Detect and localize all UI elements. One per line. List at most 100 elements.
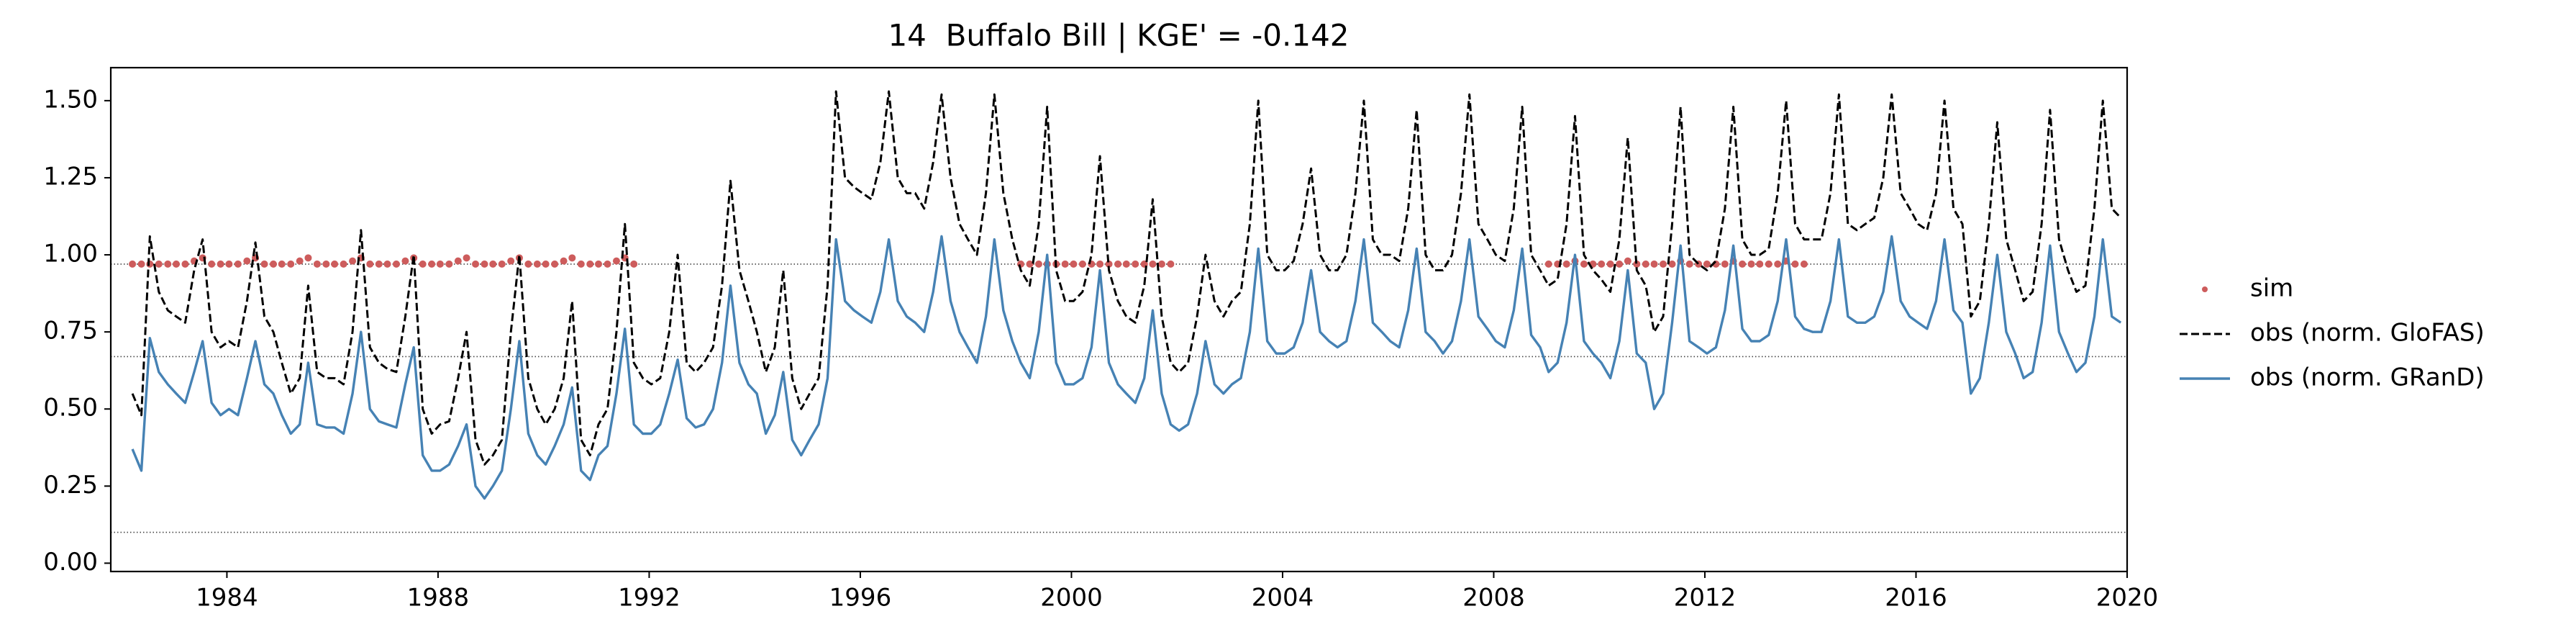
sim-point [1070, 260, 1078, 268]
sim-point [507, 257, 515, 265]
sim-point [1114, 260, 1122, 268]
sim-point [586, 260, 594, 268]
sim-point [419, 260, 427, 268]
sim-point [1660, 260, 1667, 268]
sim-point [595, 260, 603, 268]
sim-point [243, 257, 251, 265]
sim-point [1800, 260, 1808, 268]
sim-point [489, 260, 497, 268]
sim-point [296, 257, 304, 265]
chart-title: 14 Buffalo Bill | KGE' = -0.142 [888, 18, 1349, 53]
sim-point [270, 260, 278, 268]
y-tick-label: 1.25 [43, 162, 98, 191]
sim-point [630, 260, 638, 268]
sim-point [560, 257, 568, 265]
sim-point [524, 260, 532, 268]
sim-point [1765, 260, 1772, 268]
sim-point [234, 260, 242, 268]
sim-point [568, 254, 576, 262]
sim-point [1703, 260, 1711, 268]
sim-point [208, 260, 216, 268]
sim-point [604, 260, 611, 268]
sim-point [146, 260, 154, 268]
sim-point [463, 254, 470, 262]
y-tick-label: 0.50 [43, 394, 98, 423]
sim-point [1642, 260, 1649, 268]
sim-point [181, 260, 189, 268]
sim-point [331, 260, 339, 268]
series-line [131, 90, 2122, 466]
sim-point [577, 260, 585, 268]
sim-point [1791, 260, 1799, 268]
sim-point [172, 260, 180, 268]
legend-label: sim [2250, 274, 2293, 303]
sim-point [366, 260, 374, 268]
x-tick-label: 1996 [829, 584, 892, 613]
sim-point [340, 260, 347, 268]
sim-point [401, 257, 409, 265]
sim-point [498, 260, 506, 268]
y-tick-label: 0.75 [43, 317, 98, 345]
sim-point [428, 260, 436, 268]
sim-point [155, 260, 163, 268]
sim-point [533, 260, 541, 268]
sim-point [472, 260, 480, 268]
plot-frame [109, 66, 2129, 573]
sim-point [445, 260, 453, 268]
sim-point [1774, 260, 1782, 268]
sim-point [1580, 260, 1588, 268]
sim-point [1034, 260, 1042, 268]
sim-point [375, 260, 383, 268]
sim-point [1616, 260, 1624, 268]
x-tick-label: 2012 [1674, 584, 1737, 613]
sim-point [612, 257, 620, 265]
legend-label: obs (norm. GRanD) [2250, 363, 2485, 392]
sim-point [542, 260, 550, 268]
x-tick-label: 1988 [407, 584, 470, 613]
sim-point [1756, 260, 1764, 268]
sim-point [1747, 260, 1755, 268]
y-tick-label: 0.00 [43, 548, 98, 577]
sim-point [260, 260, 268, 268]
sim-point [1650, 260, 1658, 268]
sim-point [1167, 260, 1175, 268]
sim-point [1122, 260, 1130, 268]
sim-point [304, 254, 312, 262]
sim-point [1721, 260, 1729, 268]
sim-point [1157, 260, 1165, 268]
sim-point [1096, 260, 1104, 268]
sim-point [392, 260, 400, 268]
x-tick-label: 1984 [196, 584, 258, 613]
sim-point [551, 260, 559, 268]
sim-point [1606, 260, 1614, 268]
sim-point [1026, 260, 1034, 268]
sim-point [1562, 260, 1570, 268]
sim-point [383, 260, 391, 268]
legend-marker [2202, 286, 2208, 292]
sim-point [164, 260, 172, 268]
series-line [131, 235, 2122, 500]
sim-point [349, 257, 357, 265]
sim-point [322, 260, 330, 268]
sim-point [1598, 260, 1606, 268]
sim-point [436, 260, 444, 268]
sim-point [1739, 260, 1747, 268]
sim-point [1061, 260, 1069, 268]
x-tick-label: 2020 [2096, 584, 2159, 613]
sim-point [287, 260, 295, 268]
x-tick-label: 2016 [1885, 584, 1947, 613]
sim-point [1105, 260, 1113, 268]
y-tick-label: 0.25 [43, 471, 98, 500]
sim-point [481, 260, 488, 268]
sim-point [1078, 260, 1086, 268]
legend-label: obs (norm. GloFAS) [2250, 319, 2485, 348]
sim-point [225, 260, 233, 268]
sim-point [1132, 260, 1139, 268]
sim-point [278, 260, 286, 268]
x-tick-label: 2000 [1040, 584, 1103, 613]
sim-point [1544, 260, 1552, 268]
sim-point [454, 257, 462, 265]
sim-point [1624, 257, 1631, 265]
